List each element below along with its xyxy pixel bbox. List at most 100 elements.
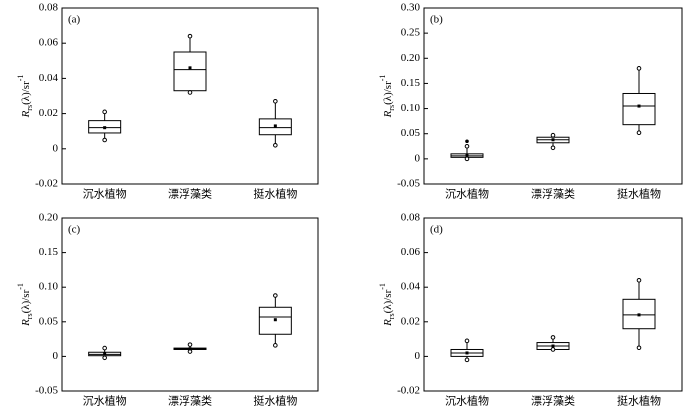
y-label-base: R <box>382 319 394 327</box>
y-label-sub: rs <box>387 105 396 111</box>
whisker-end <box>464 338 470 344</box>
y-tick-label: 0.06 <box>39 37 59 49</box>
whisker-end <box>273 98 278 104</box>
whisker-end <box>187 342 193 347</box>
y-tick-label: 0.04 <box>401 281 421 293</box>
y-tick-label: 0.02 <box>39 107 58 119</box>
y-label-rest: (λ)/sr <box>20 289 32 313</box>
whisker-end <box>187 349 193 354</box>
whisker-end <box>464 156 470 162</box>
whisker-end <box>636 277 642 283</box>
mean <box>637 104 641 108</box>
y-tick-label: -0.02 <box>35 178 58 190</box>
y-tick-label: 0.08 <box>401 212 421 224</box>
mean <box>103 352 107 356</box>
whisker-end <box>273 142 278 148</box>
mean <box>188 347 192 351</box>
x-tick-label: 挺水植物 <box>253 187 297 201</box>
panel-label: (d) <box>430 224 443 236</box>
plot-frame <box>423 7 683 185</box>
y-tick-label: 0.15 <box>401 77 421 89</box>
y-label-sup: -1 <box>378 283 387 290</box>
y-axis-label: Rrs(λ)/sr-1 <box>378 75 396 119</box>
whisker-end <box>636 130 642 136</box>
y-tick-label: 0.30 <box>401 2 421 14</box>
whisker-end <box>273 343 278 348</box>
mean <box>103 126 107 130</box>
plot-frame <box>61 7 319 185</box>
mean <box>637 313 641 317</box>
x-tick-label: 沉水植物 <box>83 187 127 201</box>
plot-frame <box>61 217 319 392</box>
whisker-end <box>550 145 556 151</box>
y-tick-label: 0.05 <box>401 127 421 139</box>
flier <box>465 139 469 144</box>
whisker-end <box>187 90 193 95</box>
y-label-sup: -1 <box>16 283 25 290</box>
y-tick-label: 0 <box>415 350 421 362</box>
x-tick-label: 沉水植物 <box>83 394 127 408</box>
whisker-end <box>102 345 107 351</box>
y-tick-label: 0.08 <box>39 2 59 14</box>
mean <box>551 344 555 348</box>
whisker-end <box>550 132 556 138</box>
whisker-end <box>636 345 642 351</box>
whisker-end <box>273 293 278 298</box>
x-tick-label: 沉水植物 <box>445 187 489 201</box>
y-tick-label: 0.10 <box>401 102 421 114</box>
whisker-end <box>102 109 107 115</box>
y-tick-label: 0.04 <box>39 72 59 84</box>
box <box>173 51 207 92</box>
box <box>622 298 656 330</box>
x-tick-label: 漂浮藻类 <box>531 187 575 201</box>
y-axis-label: Rrs(λ)/sr-1 <box>16 75 34 119</box>
whisker-end <box>464 143 470 149</box>
y-tick-label: -0.05 <box>35 385 58 397</box>
y-axis-label: Rrs(λ)/sr-1 <box>378 283 396 327</box>
y-label-rest: (λ)/sr <box>382 81 394 105</box>
x-tick-label: 挺水植物 <box>617 187 661 201</box>
y-tick-label: 0 <box>53 142 59 154</box>
x-tick-label: 漂浮藻类 <box>168 187 212 201</box>
y-label-rest: (λ)/sr <box>20 81 32 105</box>
mean <box>465 351 469 355</box>
box <box>622 92 656 126</box>
whisker-end <box>102 137 107 143</box>
whisker-end <box>187 33 193 39</box>
plot-frame <box>423 217 683 392</box>
x-tick-label: 漂浮藻类 <box>531 394 575 408</box>
x-tick-label: 沉水植物 <box>445 394 489 408</box>
y-tick-label: 0.20 <box>401 52 421 64</box>
y-label-base: R <box>20 110 32 118</box>
y-tick-label: 0.06 <box>401 246 421 258</box>
y-tick-label: -0.02 <box>397 385 420 397</box>
y-tick-label: 0.10 <box>39 281 59 293</box>
y-tick-label: 0.25 <box>401 27 421 39</box>
y-label-base: R <box>20 319 32 327</box>
y-label-sup: -1 <box>16 75 25 82</box>
y-tick-label: -0.05 <box>397 178 420 190</box>
y-tick-label: 0.02 <box>401 315 420 327</box>
mean <box>273 124 277 128</box>
y-label-rest: (λ)/sr <box>382 289 394 313</box>
x-tick-label: 挺水植物 <box>617 394 661 408</box>
x-tick-label: 挺水植物 <box>253 394 297 408</box>
whisker-end <box>550 347 556 352</box>
y-tick-label: 0 <box>415 152 421 164</box>
panel-label: (a) <box>68 14 81 26</box>
panel-label: (b) <box>430 14 443 26</box>
y-tick-label: 0.05 <box>39 315 59 327</box>
y-label-sup: -1 <box>378 75 387 82</box>
mean <box>551 138 555 142</box>
y-label-sub: rs <box>25 105 34 111</box>
whisker-end <box>636 66 642 71</box>
y-tick-label: 0 <box>53 350 59 362</box>
y-label-base: R <box>382 110 394 118</box>
panel-label: (c) <box>68 224 81 236</box>
y-label-sub: rs <box>387 313 396 319</box>
mean <box>188 66 192 70</box>
mean <box>273 318 277 322</box>
y-tick-label: 0.15 <box>39 246 59 258</box>
